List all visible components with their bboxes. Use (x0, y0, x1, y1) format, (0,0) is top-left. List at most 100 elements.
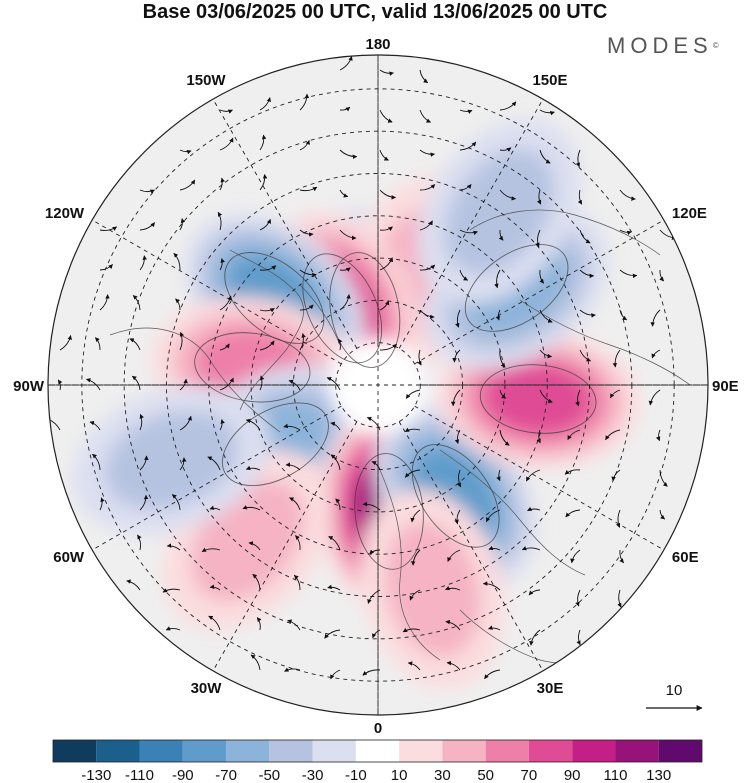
wind-arrow (539, 349, 553, 359)
longitude-label: 0 (374, 720, 382, 737)
wind-arrow (404, 427, 421, 432)
colorbar-tick-label: 50 (477, 767, 494, 783)
wind-arrow (617, 589, 622, 608)
longitude-label: 120E (672, 205, 707, 222)
wind-arrow (299, 93, 310, 111)
wind-arrow (219, 377, 234, 391)
wind-arrow (419, 264, 436, 271)
wind-arrow (565, 509, 581, 518)
wind-arrow (179, 457, 187, 471)
vector-reference: 10 (646, 682, 703, 711)
wind-arrow (139, 413, 144, 431)
wind-arrow (259, 375, 265, 391)
wind-arrow (648, 389, 661, 406)
wind-arrow (324, 629, 341, 639)
wind-arrow (527, 506, 541, 512)
wind-arrow (459, 109, 473, 114)
wind-arrow (616, 509, 621, 528)
wind-arrow (339, 55, 353, 71)
wind-arrow (379, 69, 394, 76)
wind-arrow (219, 419, 225, 431)
colorbar-tick-label: -130 (81, 767, 111, 783)
wind-arrow (126, 579, 141, 591)
longitude-label: 150W (186, 72, 226, 89)
wind-arrow (327, 584, 341, 591)
longitude-label: 30W (191, 680, 223, 697)
wind-arrow (132, 295, 141, 311)
wind-arrow (339, 294, 351, 311)
colorbar-tick-label: 130 (646, 767, 671, 783)
wind-arrow (289, 497, 301, 511)
wind-arrow (579, 309, 596, 318)
anomaly-center (417, 119, 582, 305)
wind-arrow (454, 429, 461, 445)
wind-arrow (171, 494, 181, 511)
wind-arrow (499, 349, 506, 368)
wind-arrow (219, 295, 233, 311)
anomaly-level (384, 521, 481, 658)
longitude-label: 150E (532, 72, 567, 89)
wind-arrow (612, 349, 621, 368)
colorbar-segment (355, 740, 400, 762)
wind-arrow (209, 584, 221, 591)
wind-arrow (285, 462, 301, 471)
wind-arrow (535, 229, 541, 248)
wind-arrow (99, 264, 113, 271)
logo-mark: © (712, 41, 719, 50)
wind-arrow (179, 415, 193, 431)
wind-arrow (259, 97, 272, 111)
wind-arrow (201, 547, 221, 552)
wind-arrow (579, 229, 591, 244)
wind-arrow (219, 177, 225, 191)
graticule (48, 55, 708, 715)
map-disc (48, 55, 708, 715)
wind-arrow (259, 308, 275, 313)
wind-arrow (252, 573, 261, 591)
wind-arrow (208, 615, 221, 631)
colorbar-segment (53, 740, 97, 762)
wind-arrow (659, 269, 665, 282)
wind-arrow (499, 189, 517, 201)
colorbar-tick-label: 90 (564, 767, 581, 783)
wind-arrow (419, 220, 433, 231)
wind-arrow (94, 337, 101, 351)
wind-arrow (299, 229, 314, 237)
wind-arrow (567, 429, 581, 440)
wind-arrow (611, 469, 621, 482)
wind-arrow (165, 626, 181, 631)
wind-arrow (459, 184, 472, 191)
wind-arrow (564, 469, 581, 475)
wind-arrow (337, 338, 343, 351)
wind-arrow (328, 536, 341, 551)
wind-arrow (259, 340, 275, 351)
wind-arrow (419, 69, 429, 84)
wind-arrow (173, 252, 181, 271)
wind-arrow (330, 454, 341, 471)
anomaly-level (104, 410, 238, 510)
logo-text: MODES (607, 33, 713, 58)
wind-arrow (245, 418, 261, 431)
wind-arrow (405, 389, 421, 399)
meridian-line (208, 91, 358, 349)
wind-arrow (379, 109, 393, 123)
wind-arrow (575, 149, 581, 168)
wind-arrow (295, 535, 301, 551)
colorbar-segment (312, 740, 356, 762)
wind-arrow (293, 574, 301, 591)
wind-arrow (379, 300, 390, 311)
anomaly-level (444, 149, 554, 275)
wind-arrow (570, 549, 581, 564)
wind-arrow (521, 546, 541, 551)
wind-arrow (575, 389, 581, 407)
wind-arrow (139, 189, 155, 194)
colorbar-segment (139, 740, 183, 762)
colorbar-tick-label: -70 (215, 767, 237, 783)
colorbar-segment (528, 740, 573, 762)
wind-arrow (499, 101, 517, 111)
wind-arrow (209, 505, 221, 511)
coastline (439, 449, 586, 576)
wind-arrow (619, 229, 632, 236)
wind-arrow (362, 501, 381, 511)
wind-arrow (99, 497, 105, 511)
wind-arrow (299, 269, 317, 278)
